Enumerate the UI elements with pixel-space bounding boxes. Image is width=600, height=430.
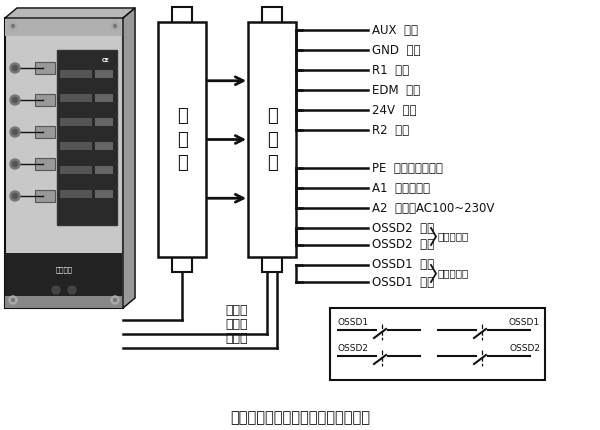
Circle shape [10, 95, 20, 105]
Text: CE: CE [101, 58, 109, 63]
Text: 带附加功能的通用继电器型号接线图: 带附加功能的通用继电器型号接线图 [230, 411, 370, 426]
Text: R2  棕色: R2 棕色 [372, 123, 409, 136]
Bar [262, 7, 282, 23]
Bar [35, 94, 55, 106]
Text: 24V  红色: 24V 红色 [372, 104, 416, 117]
Bar [95, 166, 113, 174]
Bar [5, 296, 123, 308]
Bar [95, 70, 113, 78]
Text: OSSD1  蓝色: OSSD1 蓝色 [372, 258, 434, 271]
Bar [35, 62, 55, 74]
Circle shape [13, 162, 17, 166]
Bar [60, 190, 92, 198]
Text: AUX  黄色: AUX 黄色 [372, 24, 418, 37]
Text: 信号线: 信号线 [226, 318, 248, 331]
Text: A1  白色：零线: A1 白色：零线 [372, 181, 430, 194]
Bar [172, 256, 192, 272]
Text: PE  黄绿双色：接地: PE 黄绿双色：接地 [372, 162, 443, 175]
Text: OSSD1  蓝色: OSSD1 蓝色 [372, 276, 434, 289]
Text: 接控制输出: 接控制输出 [438, 231, 469, 242]
Bar [35, 190, 55, 202]
Bar [262, 256, 282, 272]
Bar [330, 308, 545, 380]
Bar [172, 7, 192, 23]
Bar [5, 18, 123, 36]
Circle shape [68, 286, 76, 294]
Circle shape [13, 98, 17, 102]
Circle shape [13, 65, 17, 71]
Text: OSSD1: OSSD1 [338, 318, 369, 327]
Bar [35, 158, 55, 170]
Bar [60, 70, 92, 78]
Bar [95, 118, 113, 126]
Circle shape [11, 298, 14, 301]
Bar [248, 22, 296, 257]
Bar [5, 253, 123, 308]
Circle shape [10, 159, 20, 169]
Circle shape [9, 22, 17, 30]
Circle shape [9, 296, 17, 304]
Text: OSSD2: OSSD2 [509, 344, 540, 353]
Circle shape [111, 22, 119, 30]
Text: OSSD1: OSSD1 [509, 318, 540, 327]
Bar [60, 142, 92, 150]
Polygon shape [123, 8, 135, 308]
Text: OSSD2  棕色: OSSD2 棕色 [372, 239, 434, 252]
Circle shape [111, 296, 119, 304]
Bar [60, 118, 92, 126]
Bar [60, 94, 92, 102]
Circle shape [10, 191, 20, 201]
Text: 电源线: 电源线 [226, 332, 248, 345]
Bar [95, 190, 113, 198]
Circle shape [113, 298, 116, 301]
Circle shape [10, 127, 20, 137]
Bar [158, 22, 206, 257]
Bar [95, 94, 113, 102]
Text: GND  绿色: GND 绿色 [372, 43, 421, 56]
Circle shape [10, 63, 20, 73]
Text: EDM  蓝色: EDM 蓝色 [372, 83, 420, 96]
Text: OSSD2: OSSD2 [338, 344, 369, 353]
Circle shape [11, 25, 14, 28]
Text: OSSD2  棕色: OSSD2 棕色 [372, 221, 434, 234]
Text: A2  红色：AC100~230V: A2 红色：AC100~230V [372, 202, 494, 215]
Text: 接控制输出: 接控制输出 [438, 268, 469, 279]
Text: 发
射
器: 发 射 器 [176, 107, 187, 172]
Bar [95, 142, 113, 150]
Circle shape [13, 129, 17, 135]
Text: 电源开关: 电源开关 [56, 267, 73, 273]
Bar [5, 18, 123, 308]
Circle shape [113, 25, 116, 28]
Bar [60, 166, 92, 174]
Polygon shape [5, 8, 135, 18]
Text: 传输线: 传输线 [226, 304, 248, 317]
Text: R1  黑色: R1 黑色 [372, 64, 409, 77]
Bar [35, 126, 55, 138]
Text: 接
收
器: 接 收 器 [266, 107, 277, 172]
Circle shape [52, 286, 60, 294]
Circle shape [13, 194, 17, 199]
Bar [57, 50, 117, 225]
